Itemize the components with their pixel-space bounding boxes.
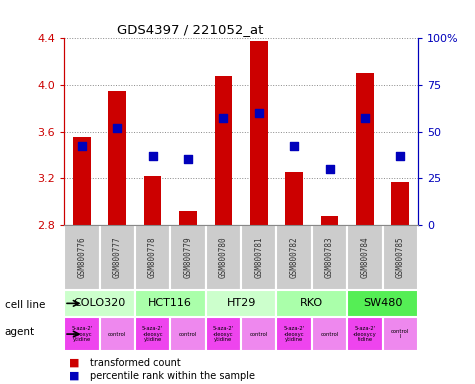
Text: 5-aza-2'
-deoxyc
ytidine: 5-aza-2' -deoxyc ytidine bbox=[213, 326, 234, 343]
Bar bbox=[179, 211, 197, 225]
Bar bbox=[250, 41, 267, 225]
Bar bbox=[312, 317, 347, 351]
Bar bbox=[285, 172, 303, 225]
Text: 5-aza-2'
-deoxyc
ytidine: 5-aza-2' -deoxyc ytidine bbox=[142, 326, 163, 343]
Point bbox=[397, 153, 404, 159]
Bar bbox=[206, 317, 241, 351]
Point bbox=[361, 116, 369, 122]
Bar bbox=[241, 225, 276, 290]
Bar bbox=[321, 217, 338, 225]
Point bbox=[219, 116, 227, 122]
Bar bbox=[170, 317, 206, 351]
Bar bbox=[215, 76, 232, 225]
Bar bbox=[73, 137, 91, 225]
Text: GSM800785: GSM800785 bbox=[396, 237, 405, 278]
Bar bbox=[383, 317, 418, 351]
Bar bbox=[206, 290, 276, 317]
Text: GSM800779: GSM800779 bbox=[183, 237, 192, 278]
Text: HCT116: HCT116 bbox=[148, 298, 192, 308]
Bar bbox=[276, 290, 347, 317]
Text: cell line: cell line bbox=[5, 300, 45, 310]
Text: control: control bbox=[108, 331, 126, 337]
Text: GSM800776: GSM800776 bbox=[77, 237, 86, 278]
Bar bbox=[312, 225, 347, 290]
Bar bbox=[64, 225, 100, 290]
Point bbox=[149, 153, 156, 159]
Text: GSM800778: GSM800778 bbox=[148, 237, 157, 278]
Text: GSM800782: GSM800782 bbox=[290, 237, 299, 278]
Bar bbox=[276, 317, 312, 351]
Text: HT29: HT29 bbox=[227, 298, 256, 308]
Bar bbox=[99, 225, 135, 290]
Bar bbox=[135, 317, 171, 351]
Text: control: control bbox=[321, 331, 339, 337]
Text: GSM800783: GSM800783 bbox=[325, 237, 334, 278]
Point bbox=[326, 166, 333, 172]
Bar bbox=[135, 225, 171, 290]
Bar bbox=[64, 290, 135, 317]
Text: SW480: SW480 bbox=[363, 298, 402, 308]
Point bbox=[290, 143, 298, 149]
Text: control: control bbox=[179, 331, 197, 337]
Bar bbox=[347, 225, 383, 290]
Text: GSM800780: GSM800780 bbox=[219, 237, 228, 278]
Text: ■: ■ bbox=[69, 371, 83, 381]
Bar bbox=[144, 176, 162, 225]
Text: ■: ■ bbox=[69, 358, 83, 368]
Text: GDS4397 / 221052_at: GDS4397 / 221052_at bbox=[117, 23, 264, 36]
Text: RKO: RKO bbox=[300, 298, 323, 308]
Bar bbox=[356, 73, 374, 225]
Text: transformed count: transformed count bbox=[90, 358, 181, 368]
Text: control: control bbox=[250, 331, 268, 337]
Bar bbox=[391, 182, 409, 225]
Bar bbox=[347, 317, 383, 351]
Bar bbox=[347, 290, 418, 317]
Bar bbox=[241, 317, 276, 351]
Text: agent: agent bbox=[5, 327, 35, 337]
Point bbox=[255, 110, 263, 116]
Bar bbox=[99, 317, 135, 351]
Text: 5-aza-2'
-deoxycy
tidine: 5-aza-2' -deoxycy tidine bbox=[353, 326, 377, 343]
Bar bbox=[135, 290, 206, 317]
Text: control
l: control l bbox=[391, 329, 409, 339]
Point bbox=[78, 143, 86, 149]
Bar bbox=[64, 317, 100, 351]
Point bbox=[184, 156, 192, 162]
Text: GSM800781: GSM800781 bbox=[254, 237, 263, 278]
Bar bbox=[276, 225, 312, 290]
Text: GSM800777: GSM800777 bbox=[113, 237, 122, 278]
Text: GSM800784: GSM800784 bbox=[361, 237, 370, 278]
Bar bbox=[108, 91, 126, 225]
Text: 5-aza-2'
-deoxyc
ytidine: 5-aza-2' -deoxyc ytidine bbox=[284, 326, 305, 343]
Bar bbox=[206, 225, 241, 290]
Bar bbox=[383, 225, 418, 290]
Text: percentile rank within the sample: percentile rank within the sample bbox=[90, 371, 255, 381]
Text: COLO320: COLO320 bbox=[73, 298, 125, 308]
Point bbox=[114, 125, 121, 131]
Bar bbox=[170, 225, 206, 290]
Text: 5-aza-2'
-deoxyc
ytidine: 5-aza-2' -deoxyc ytidine bbox=[71, 326, 93, 343]
